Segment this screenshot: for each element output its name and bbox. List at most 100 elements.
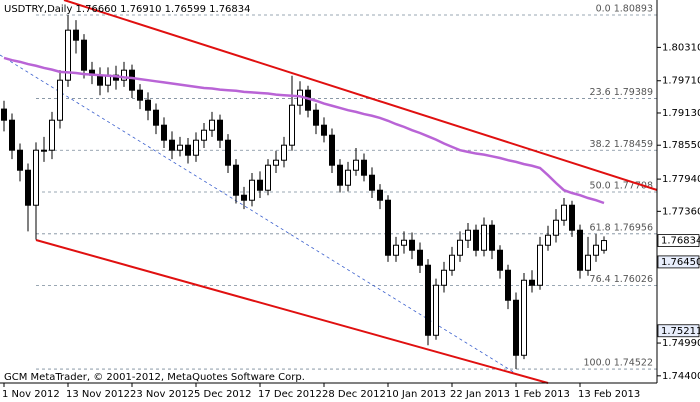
- fib-label: 76.4 1.76026: [590, 274, 653, 285]
- candle-body: [361, 159, 367, 176]
- candle-body: [329, 134, 335, 166]
- fib-label: 50.0 1.77708: [590, 181, 653, 192]
- candle-body: [577, 229, 583, 271]
- y-tick-label: 1.80310: [662, 42, 700, 53]
- candle-body: [449, 254, 455, 271]
- candle-body: [313, 109, 319, 126]
- candle-body: [473, 229, 479, 251]
- price-label: 1.76450: [661, 257, 700, 268]
- candle-body: [465, 229, 471, 241]
- candle-body: [145, 99, 151, 111]
- candle-body: [249, 179, 255, 201]
- candle-body: [321, 124, 327, 136]
- candle-body: [289, 104, 295, 146]
- candle-body: [73, 29, 79, 41]
- candle-body: [457, 239, 463, 256]
- x-tick-label: 1 Nov 2012: [2, 389, 60, 400]
- x-tick-label: 10 Jan 2013: [386, 389, 446, 400]
- candle-body: [33, 149, 39, 206]
- candle-body: [369, 174, 375, 191]
- fib-label: 38.2 1.78459: [590, 139, 653, 150]
- x-tick-label: 13 Nov 2012: [66, 389, 130, 400]
- candle-body: [81, 39, 87, 71]
- candle-body: [393, 244, 399, 256]
- candle-body: [385, 199, 391, 256]
- candle-body: [265, 164, 271, 191]
- candle-body: [169, 139, 175, 151]
- candle-body: [569, 204, 575, 231]
- watermark: GCM MetaTrader, © 2001-2012, MetaQuotes …: [4, 372, 305, 383]
- candle-body: [177, 144, 183, 151]
- x-tick-label: 1 Feb 2013: [514, 389, 570, 400]
- candle-body: [217, 119, 223, 141]
- channel-upper: [63, 0, 658, 191]
- candle-body: [529, 279, 535, 286]
- candle-body: [121, 69, 127, 81]
- candle-body: [193, 139, 199, 156]
- candle-body: [489, 224, 495, 251]
- x-tick-label: 17 Dec 2012: [258, 389, 322, 400]
- candle-body: [153, 109, 159, 126]
- fib-label: 100.0 1.74522: [583, 358, 653, 369]
- y-tick-label: 1.77940: [662, 174, 700, 185]
- candle-body: [273, 159, 279, 166]
- candle-body: [345, 169, 351, 186]
- candle-body: [505, 269, 511, 301]
- candle-body: [65, 29, 71, 81]
- y-tick-label: 1.78550: [662, 140, 700, 151]
- candle-body: [353, 159, 359, 171]
- candle-body: [201, 129, 207, 141]
- candle-body: [17, 149, 23, 171]
- y-tick-label: 1.77360: [662, 206, 700, 217]
- x-tick-label: 28 Dec 2012: [322, 389, 386, 400]
- price-label: 1.76834: [661, 236, 700, 247]
- candle-body: [401, 239, 407, 246]
- axis-labels: 1.80310 1.79710 1.79130 1.78550 1.77940 1.773…: [2, 42, 700, 400]
- channel-lower: [35, 239, 549, 384]
- candle-body: [425, 264, 431, 336]
- candle-body: [49, 119, 55, 151]
- candle-body: [585, 254, 591, 271]
- y-tick-label: 1.79130: [662, 108, 700, 119]
- price-label-box: [657, 324, 700, 338]
- x-tick-label: 23 Nov 2012: [130, 389, 194, 400]
- candle-body: [161, 124, 167, 141]
- candle-body: [41, 149, 47, 152]
- candle-body: [97, 74, 103, 86]
- candle-body: [185, 144, 191, 156]
- chart-header: USDTRY,Daily 1.76660 1.76910 1.76599 1.7…: [4, 4, 251, 15]
- candle-body: [433, 284, 439, 336]
- candle-body: [209, 119, 215, 131]
- candle-body: [593, 244, 599, 256]
- price-label: 1.75211: [661, 326, 700, 337]
- candle-body: [137, 89, 143, 101]
- candle-body: [481, 224, 487, 251]
- candle-body: [281, 144, 287, 161]
- fib-label: 61.8 1.76956: [590, 222, 653, 233]
- candle-body: [513, 299, 519, 356]
- candle-body: [225, 139, 231, 166]
- candles: [1, 15, 607, 370]
- moving-average: [3, 56, 605, 205]
- candle-body: [129, 69, 135, 91]
- candle-body: [9, 119, 15, 151]
- x-tick-label: 13 Feb 2013: [578, 389, 640, 400]
- fib-label: 23.6 1.79389: [590, 87, 653, 98]
- candle-body: [561, 204, 567, 221]
- price-label-box: [657, 255, 700, 269]
- price-label-box: [657, 234, 700, 247]
- candle-body: [337, 164, 343, 186]
- candle-body: [257, 179, 263, 191]
- x-tick-label: 5 Dec 2012: [194, 389, 252, 400]
- candle-body: [57, 79, 63, 121]
- candle-body: [545, 234, 551, 246]
- candle-body: [441, 269, 447, 286]
- x-tick-label: 22 Jan 2013: [450, 389, 510, 400]
- candle-body: [537, 244, 543, 286]
- candle-body: [553, 219, 559, 236]
- candle-body: [241, 194, 247, 201]
- y-tick-label: 1.74400: [662, 371, 700, 382]
